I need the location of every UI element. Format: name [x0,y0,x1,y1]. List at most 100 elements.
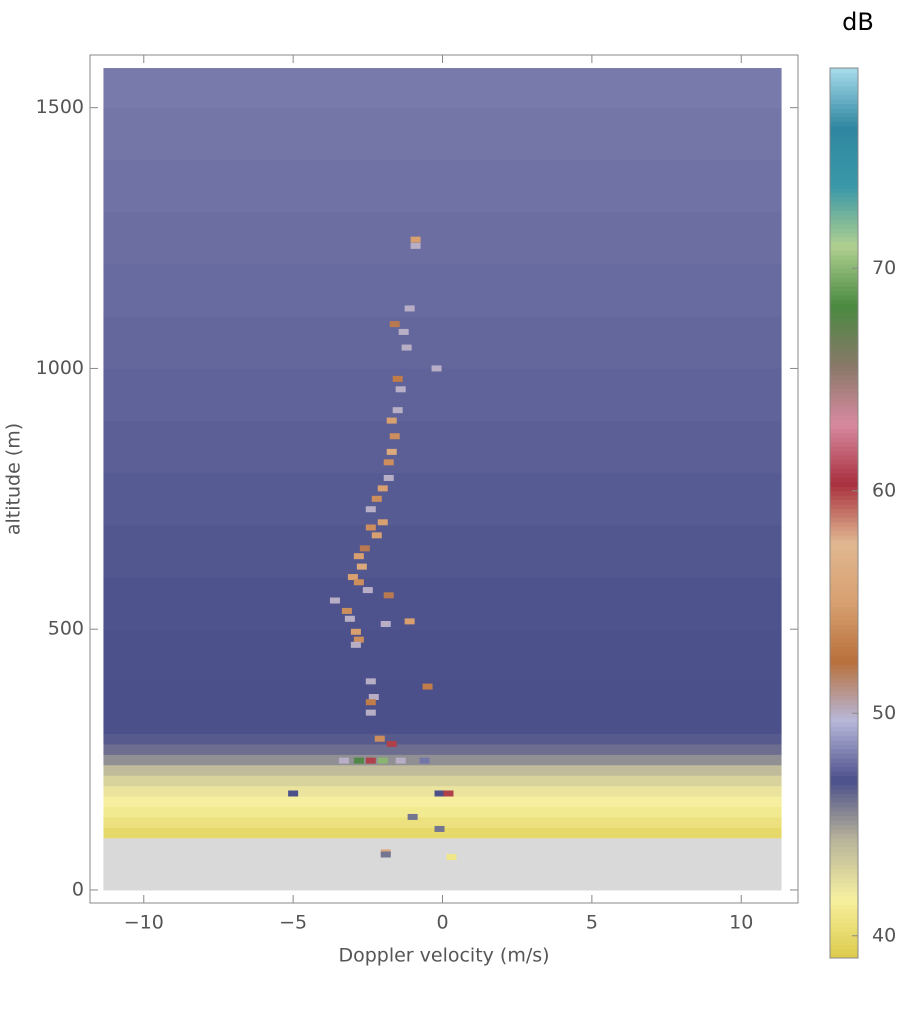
colorbar-step [830,513,858,518]
colorbar-step [830,424,858,429]
colorbar-step [830,682,858,688]
echo-cell [404,305,415,312]
colorbar-step [830,197,858,202]
colorbar-step [830,664,858,670]
colorbar-step [830,668,858,674]
colorbar-step [830,624,858,630]
background-row [103,420,782,474]
x-tick-label: −10 [124,912,164,934]
colorbar-step [830,379,858,385]
colorbar-step [830,793,858,799]
echo-cell [288,790,299,797]
colorbar-step [830,94,858,100]
background-row [103,764,782,776]
colorbar-step [830,157,858,162]
y-tick-label: 1500 [36,96,84,118]
echo-cell [392,407,403,414]
colorbar-step [830,259,858,265]
colorbar-step [830,726,858,732]
colorbar-step [830,628,858,634]
colorbar-step [830,811,858,817]
background-row [103,837,782,891]
echo-cell [380,620,391,627]
colorbar-step [830,183,858,189]
echo-cell [365,757,376,764]
echo-cell [407,813,418,820]
colorbar-step [830,597,858,603]
colorbar-step [830,85,858,91]
colorbar-step [830,615,858,621]
echo-cell [374,735,385,742]
y-tick-label: 1000 [36,357,84,379]
echo-cell [383,459,394,466]
colorbar-step [830,588,858,594]
background-row [103,733,782,745]
colorbar-step [830,677,858,683]
colorbar-step [830,944,858,950]
colorbar-step [830,508,858,514]
colorbar-step [830,134,858,140]
echo-cell [446,854,457,861]
colorbar-step [830,477,858,483]
echo-cell [386,417,397,424]
colorbar-step [830,432,858,438]
colorbar-step [830,570,858,576]
colorbar-tick-label: 60 [872,479,896,501]
colorbar-step [830,406,858,412]
colorbar-step [830,303,858,309]
colorbar-step [830,579,858,585]
echo-cell [380,851,391,858]
plot-frame [89,54,799,904]
colorbar-step [830,472,858,478]
colorbar-step [830,388,858,394]
background-row [103,796,782,808]
colorbar-step [830,704,858,710]
background-row [103,159,782,213]
colorbar-step [830,828,858,834]
colorbar-step [830,824,858,830]
echo-cell [419,757,430,764]
echo-cell [398,328,409,335]
colorbar-step [830,268,858,274]
echo-cell [371,532,382,539]
colorbar-step [830,869,858,874]
echo-cell [410,242,421,249]
colorbar-step [830,780,858,785]
echo-cell [365,699,376,706]
echo-cell [365,524,376,531]
colorbar-step [830,76,858,82]
background-row [103,472,782,526]
echo-cell [368,693,379,700]
colorbar-step [830,584,858,590]
colorbar-step [830,419,858,425]
colorbar-step [830,401,858,407]
colorbar-step [830,201,858,207]
colorbar-step [830,254,858,260]
echo-cell [443,790,454,797]
echo-cell [389,321,400,328]
background-row [103,107,782,161]
echo-cell [359,545,370,552]
colorbar-step [830,312,858,318]
colorbar-step [830,842,858,848]
colorbar-step [830,103,858,109]
x-tick-label: 5 [586,912,598,934]
echo-cell [404,618,415,625]
echo-cell [377,757,388,764]
colorbar-step [830,246,858,251]
colorbar-step [830,263,858,269]
colorbar-step [830,909,858,914]
colorbar-step [830,277,858,283]
colorbar-step [830,926,858,932]
colorbar-step [830,326,858,332]
colorbar-step [830,495,858,501]
echo-cell [329,597,340,604]
background-row [103,816,782,828]
colorbar-step [830,931,858,937]
colorbar-step [830,775,858,781]
colorbar-step [830,530,858,536]
colorbar-step [830,352,858,358]
background-row [103,211,782,265]
colorbar-step [830,290,858,296]
echo-cell [365,678,376,685]
